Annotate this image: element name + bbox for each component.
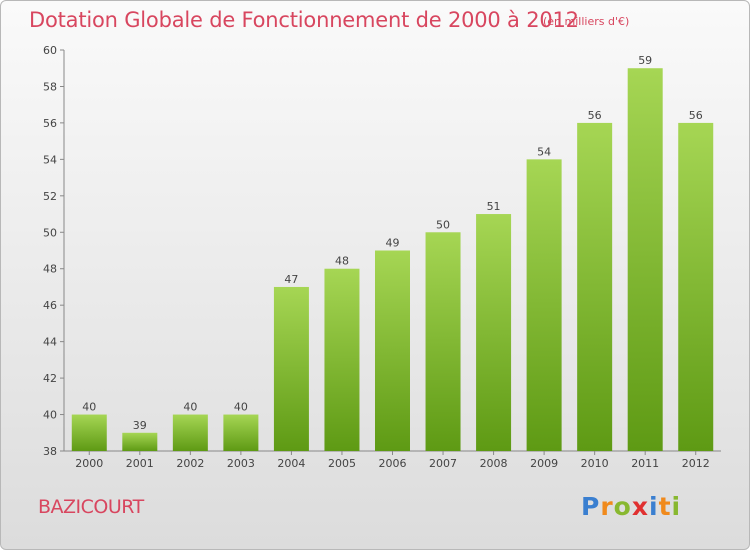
y-tick-label: 54 xyxy=(43,153,57,166)
y-tick-label: 50 xyxy=(43,226,57,239)
bar-value-label: 48 xyxy=(335,255,349,268)
bar xyxy=(526,159,562,451)
logo-letter: r xyxy=(600,492,614,521)
x-tick-label: 2001 xyxy=(126,457,154,470)
bar-value-label: 40 xyxy=(82,401,96,414)
bar xyxy=(577,122,613,451)
x-tick-label: 2005 xyxy=(328,457,356,470)
bar-value-label: 40 xyxy=(183,401,197,414)
bar xyxy=(324,268,360,451)
logo-letter: P xyxy=(581,492,601,521)
y-tick-label: 42 xyxy=(43,372,57,385)
x-tick-label: 2007 xyxy=(429,457,457,470)
bar-value-label: 51 xyxy=(487,200,501,213)
bar xyxy=(172,414,208,451)
bar xyxy=(627,68,663,452)
x-tick-label: 2011 xyxy=(631,457,659,470)
bar-value-label: 59 xyxy=(638,54,652,67)
logo-letter: o xyxy=(613,492,632,521)
bar xyxy=(678,122,714,451)
bar xyxy=(71,414,107,451)
bar-value-label: 40 xyxy=(234,401,248,414)
bar xyxy=(122,432,158,451)
bar-value-label: 39 xyxy=(133,419,147,432)
proxiti-logo[interactable]: Proxiti xyxy=(581,492,681,521)
y-tick-label: 52 xyxy=(43,190,57,203)
bar xyxy=(273,286,309,451)
bar-value-label: 54 xyxy=(537,145,551,158)
logo-letter: i xyxy=(671,492,682,521)
x-tick-label: 2009 xyxy=(530,457,558,470)
x-tick-label: 2004 xyxy=(277,457,305,470)
x-tick-label: 2003 xyxy=(227,457,255,470)
y-tick-label: 58 xyxy=(43,80,57,93)
x-tick-label: 2012 xyxy=(682,457,710,470)
y-tick-label: 44 xyxy=(43,336,57,349)
bar xyxy=(425,232,461,451)
chart-bars: 40 39 40 40 47 48 49 50 51 54 56 59 56 xyxy=(71,54,714,452)
y-tick-label: 48 xyxy=(43,263,57,276)
bar-value-label: 56 xyxy=(689,109,703,122)
bar xyxy=(223,414,259,451)
bar-value-label: 56 xyxy=(588,109,602,122)
chart-title: Dotation Globale de Fonctionnement de 20… xyxy=(29,8,579,32)
bar-value-label: 50 xyxy=(436,218,450,231)
x-tick-label: 2010 xyxy=(581,457,609,470)
y-tick-label: 46 xyxy=(43,299,57,312)
bar xyxy=(476,214,512,451)
y-tick-label: 60 xyxy=(43,44,57,57)
x-tick-label: 2008 xyxy=(480,457,508,470)
commune-name: BAZICOURT xyxy=(38,496,144,518)
x-tick-label: 2006 xyxy=(379,457,407,470)
y-tick-label: 38 xyxy=(43,445,57,458)
y-tick-label: 56 xyxy=(43,117,57,130)
x-tick-label: 2000 xyxy=(75,457,103,470)
y-tick-label: 40 xyxy=(43,409,57,422)
bar-value-label: 49 xyxy=(386,237,400,250)
x-tick-label: 2002 xyxy=(176,457,204,470)
chart-subtitle: (en milliers d'€) xyxy=(543,15,630,28)
logo-letter: t xyxy=(658,492,672,521)
logo-letter: i xyxy=(649,492,659,521)
bar xyxy=(375,250,410,451)
bar-value-label: 47 xyxy=(284,273,298,286)
chart-axes: 38 40 42 44 46 48 50 52 54 56 58 60 2000 2001 2002 2003… xyxy=(43,44,721,470)
logo-letter: x xyxy=(631,492,649,521)
